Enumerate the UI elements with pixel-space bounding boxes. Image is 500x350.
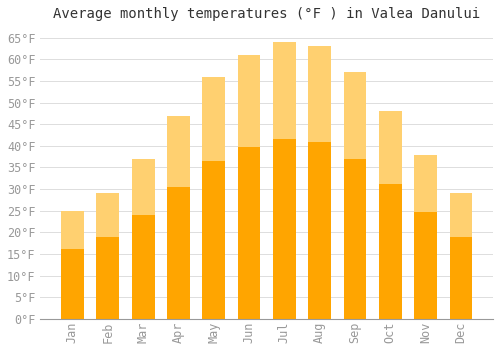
Title: Average monthly temperatures (°F ) in Valea Danului: Average monthly temperatures (°F ) in Va… [53, 7, 480, 21]
Bar [132, 159, 154, 319]
Bar [379, 111, 402, 184]
Bar [238, 55, 260, 319]
Bar [379, 111, 402, 319]
Bar [450, 194, 472, 237]
Bar [344, 72, 366, 319]
Bar [202, 77, 225, 319]
Bar [414, 154, 437, 212]
Bar [308, 46, 331, 319]
Bar [61, 211, 84, 248]
Bar [96, 194, 119, 319]
Bar [238, 55, 260, 147]
Bar [132, 159, 154, 215]
Bar [202, 77, 225, 161]
Bar [167, 116, 190, 319]
Bar [450, 194, 472, 319]
Bar [167, 116, 190, 187]
Bar [308, 46, 331, 142]
Bar [61, 211, 84, 319]
Bar [273, 42, 296, 319]
Bar [273, 42, 296, 139]
Bar [414, 154, 437, 319]
Bar [96, 194, 119, 237]
Bar [344, 72, 366, 159]
